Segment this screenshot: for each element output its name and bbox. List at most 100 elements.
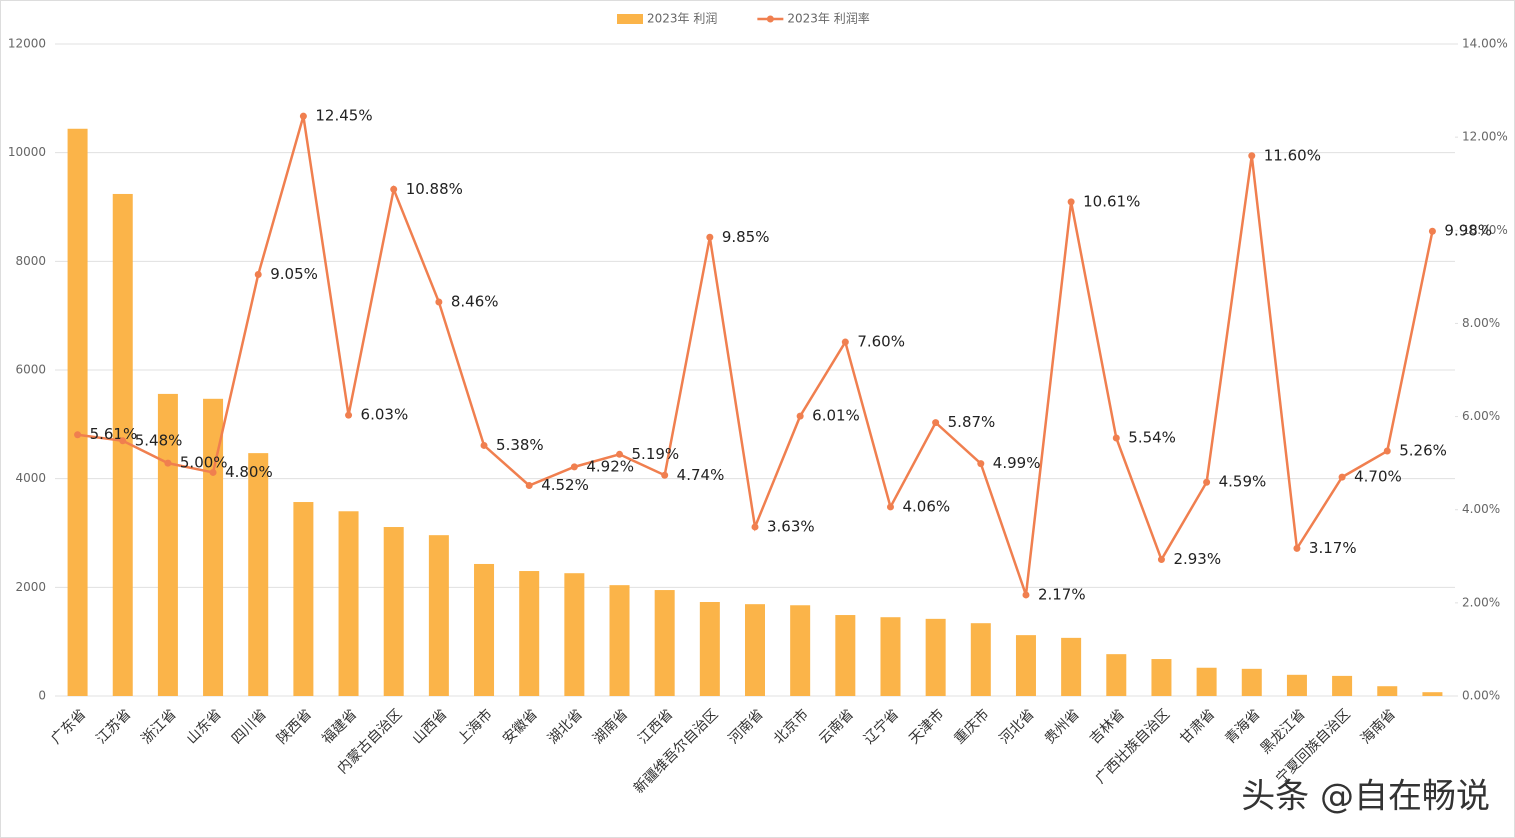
y-tick-label: 10000 <box>8 145 46 159</box>
bar <box>1332 675 1353 696</box>
x-tick-label: 青海省 <box>1222 706 1263 747</box>
y2-tick-label: 14.00% <box>1462 37 1508 51</box>
data-label: 3.63% <box>767 517 815 535</box>
x-tick-label: 四川省 <box>229 706 270 747</box>
bar <box>157 393 178 696</box>
line-point <box>390 185 398 193</box>
line-point <box>1022 591 1030 599</box>
line-point <box>751 523 759 531</box>
line-point <box>299 112 307 120</box>
data-label: 6.01% <box>812 407 860 425</box>
x-tick-label: 重庆市 <box>951 706 993 748</box>
x-tick-label: 云南省 <box>816 706 857 747</box>
bar <box>790 605 811 696</box>
x-tick-label: 河南省 <box>726 706 767 747</box>
data-label: 4.99% <box>993 454 1041 472</box>
bar <box>474 563 495 696</box>
legend-label: 2023年 利润 <box>647 12 717 26</box>
x-tick-label: 福建省 <box>319 706 360 747</box>
data-label: 4.06% <box>902 497 950 515</box>
data-label: 4.80% <box>225 463 273 481</box>
x-tick-label: 江苏省 <box>93 706 134 747</box>
data-label: 4.52% <box>541 476 589 494</box>
bar <box>699 602 720 696</box>
line-point <box>74 431 82 439</box>
watermark: 头条 @自在畅说 <box>1241 777 1490 817</box>
data-label: 4.59% <box>1219 473 1267 491</box>
line-point <box>1112 434 1120 442</box>
data-label: 9.85% <box>722 228 770 246</box>
data-label: 9.98% <box>1444 222 1492 240</box>
bar <box>970 623 991 696</box>
x-tick-label: 湖南省 <box>590 706 631 747</box>
bar <box>745 604 765 696</box>
x-tick-label: 江西省 <box>635 706 676 747</box>
bar <box>203 398 224 696</box>
data-label: 12.45% <box>315 107 372 125</box>
y2-tick-label: 4.00% <box>1462 502 1500 516</box>
legend-swatch <box>617 14 643 24</box>
x-tick-label: 甘肃省 <box>1177 706 1218 747</box>
x-tick-label: 辽宁省 <box>860 706 902 748</box>
y-tick-label: 8000 <box>15 254 46 268</box>
line-point <box>1293 544 1301 552</box>
line-point <box>570 463 578 471</box>
line <box>77 115 1434 596</box>
line-point <box>1203 478 1211 486</box>
data-label: 3.17% <box>1309 539 1357 557</box>
line-point <box>525 481 533 489</box>
bar <box>112 193 133 696</box>
line-point <box>1248 152 1256 160</box>
data-label: 5.87% <box>948 413 996 431</box>
bar <box>519 571 540 696</box>
data-label: 2.17% <box>1038 585 1086 603</box>
line-point <box>435 298 443 306</box>
y2-tick-label: 6.00% <box>1462 409 1500 423</box>
bar <box>248 453 269 696</box>
x-tick-label: 山东省 <box>184 706 225 747</box>
y-tick-label: 12000 <box>8 37 46 51</box>
x-tick-label: 上海市 <box>454 706 496 748</box>
data-label: 2.93% <box>1173 550 1221 568</box>
line-point <box>1067 198 1075 206</box>
line-point <box>977 460 985 468</box>
line-point <box>1383 447 1391 455</box>
y2-tick-label: 10.00% <box>1462 223 1508 237</box>
x-tick-label: 浙江省 <box>139 706 180 747</box>
data-label: 8.46% <box>451 293 499 311</box>
y2-tick-label: 0.00% <box>1462 689 1500 703</box>
data-label: 10.61% <box>1083 192 1140 210</box>
bar <box>564 573 585 696</box>
data-label: 4.92% <box>586 457 634 475</box>
data-label: 5.54% <box>1128 428 1176 446</box>
line-point <box>796 412 804 420</box>
line-point <box>1428 227 1436 235</box>
x-tick-label: 广东省 <box>48 706 89 747</box>
x-tick-label: 河北省 <box>997 706 1038 747</box>
y2-tick-label: 2.00% <box>1462 595 1500 609</box>
line-point <box>209 468 217 476</box>
bar <box>1422 692 1443 696</box>
line-point <box>1157 556 1165 564</box>
bar <box>1377 686 1398 696</box>
legend-label: 2023年 利润率 <box>787 11 869 26</box>
line-point <box>841 338 849 346</box>
bar <box>1286 674 1307 696</box>
x-tick-label: 湖北省 <box>545 706 586 747</box>
bar <box>1241 668 1262 696</box>
x-tick-label: 吉林省 <box>1087 706 1128 747</box>
bar <box>654 590 675 696</box>
bar <box>293 502 314 696</box>
bar <box>1015 635 1036 696</box>
data-label: 10.88% <box>406 180 463 198</box>
x-tick-label: 天津市 <box>906 706 948 748</box>
bar <box>383 527 404 696</box>
bar <box>1151 659 1172 696</box>
x-tick-label: 山西省 <box>410 706 451 747</box>
data-label: 4.74% <box>677 466 725 484</box>
data-label: 4.70% <box>1354 468 1402 486</box>
line-point <box>706 233 714 241</box>
bar <box>835 615 856 696</box>
line-point <box>886 503 894 511</box>
